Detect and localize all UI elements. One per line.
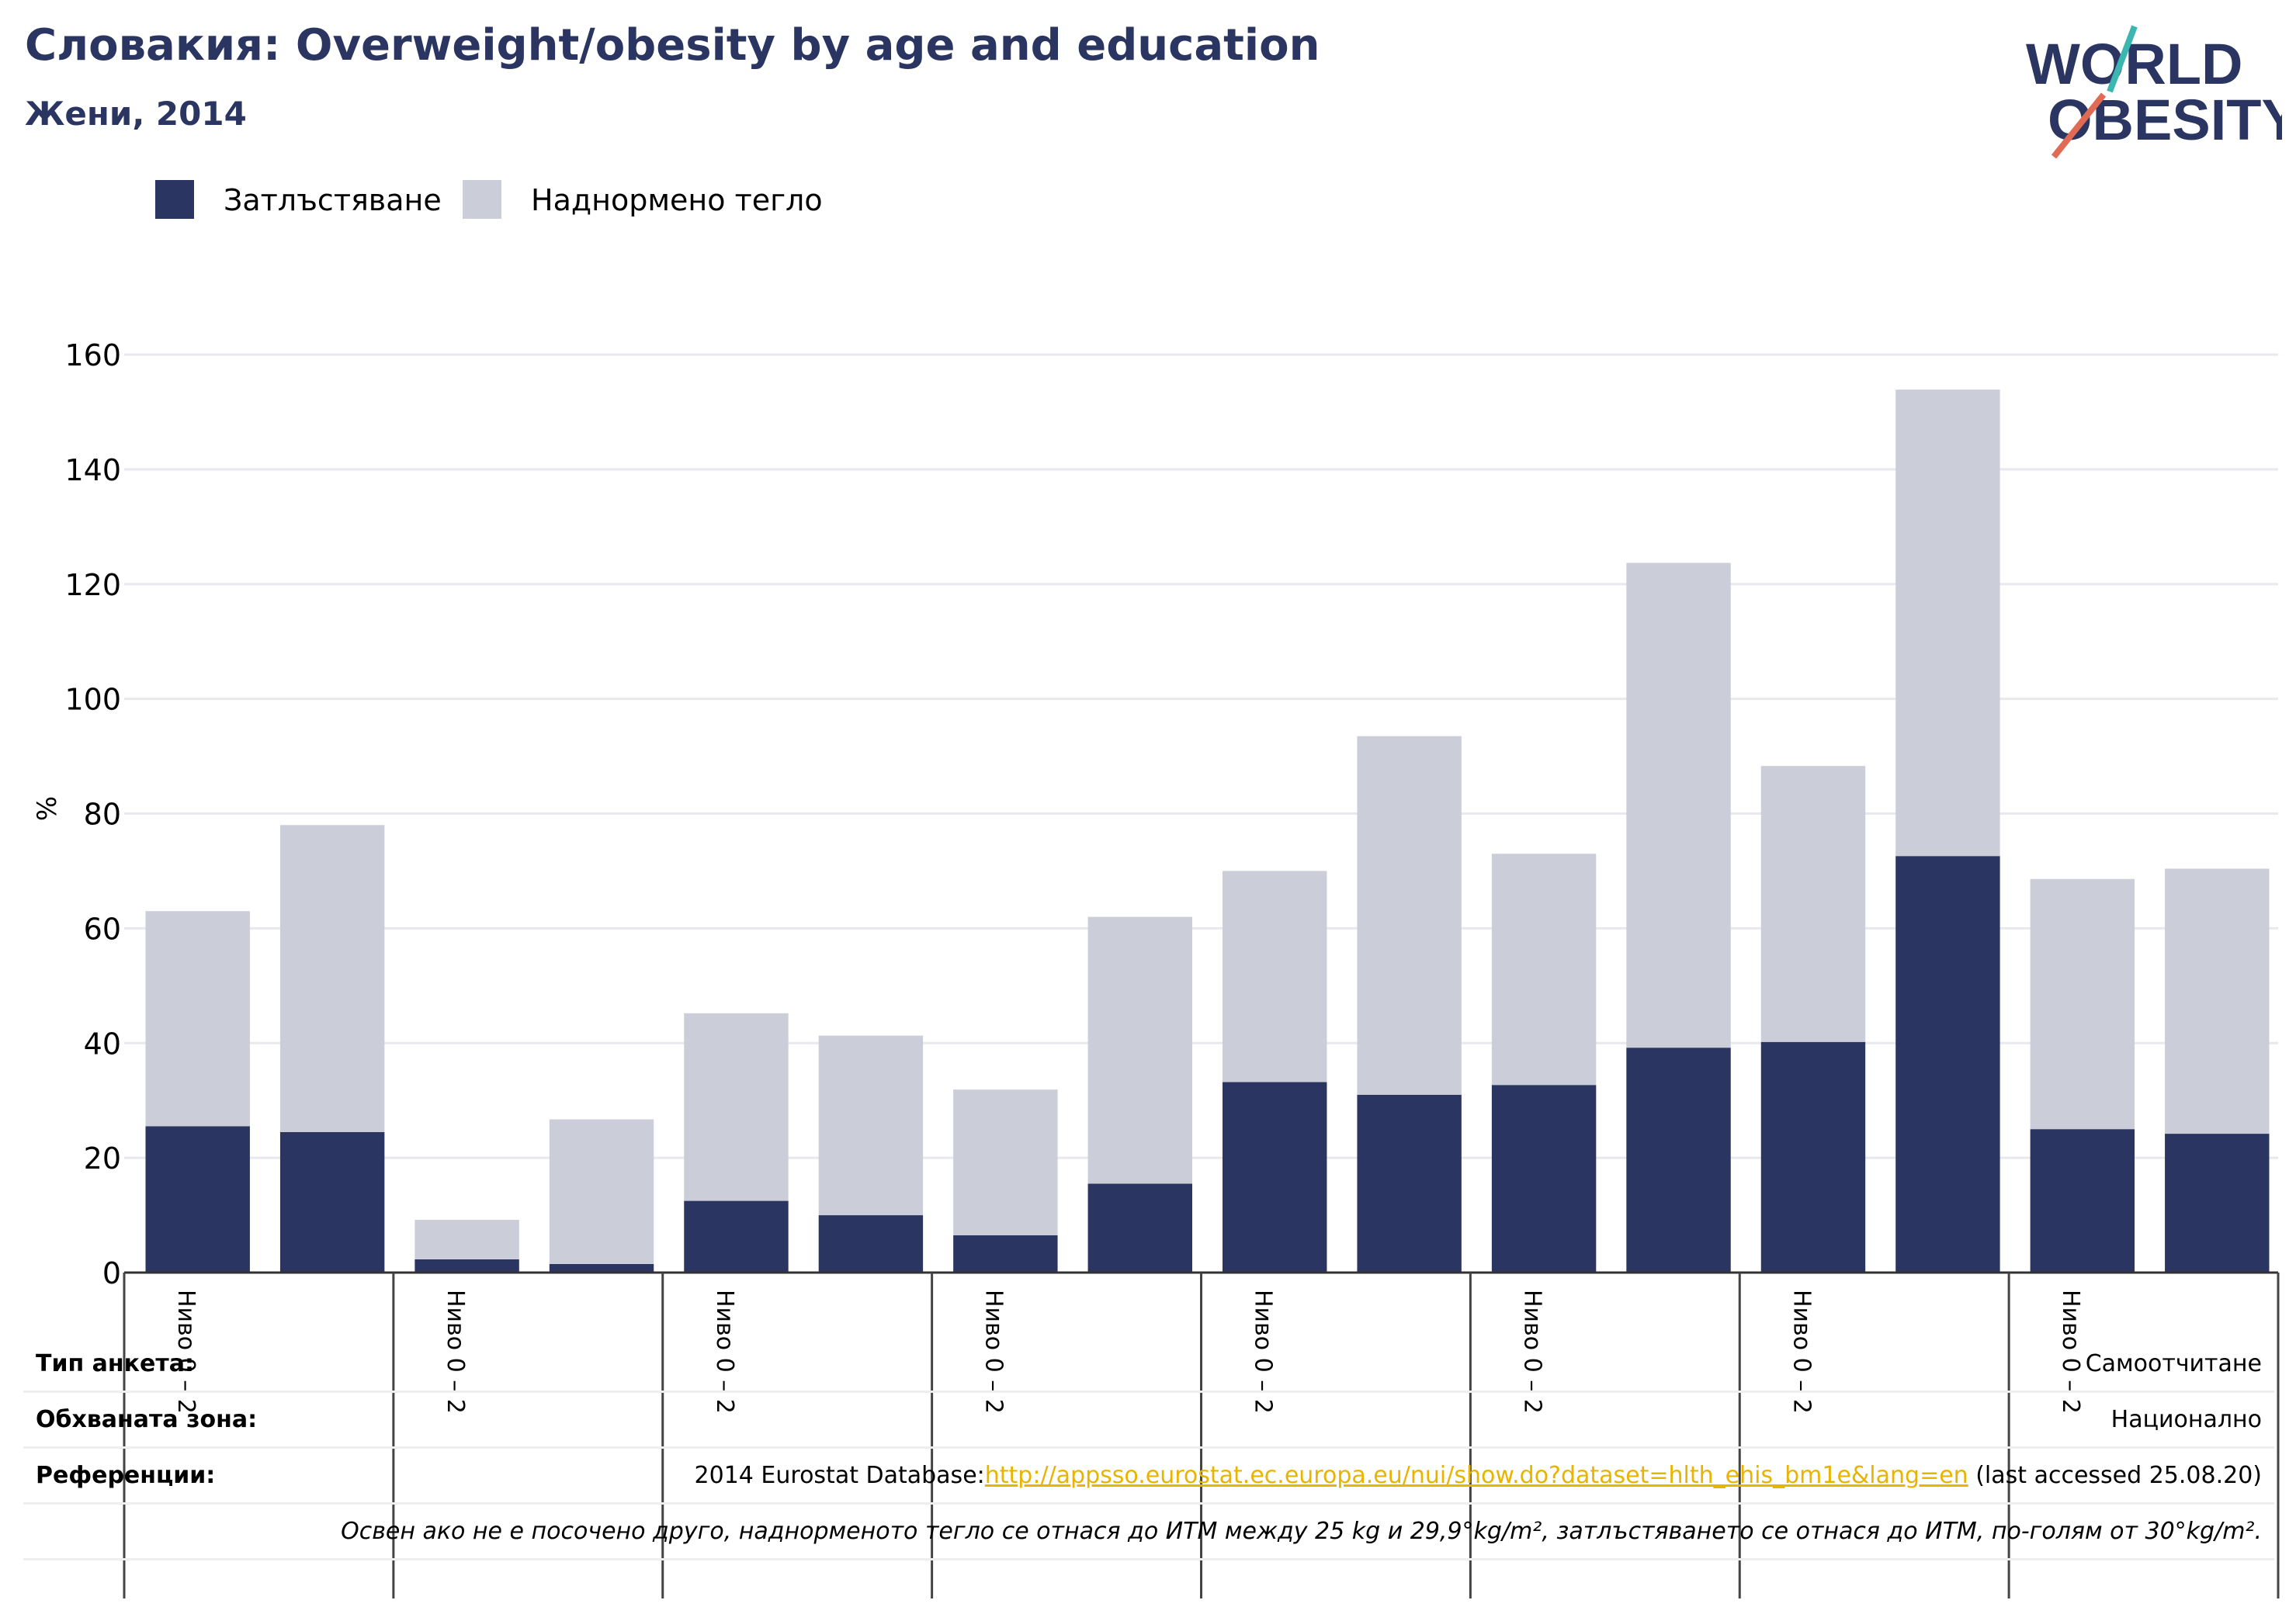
info-row-survey-type: Тип анкета: Самоотчитане: [23, 1335, 2274, 1393]
info-row-empty: [23, 1558, 2274, 1614]
bar-obesity-5: [684, 1200, 789, 1273]
bar-obesity-8: [1087, 1183, 1192, 1273]
y-tick-label-40: 40: [84, 1027, 121, 1061]
info-row-references: Референции: 2014 Eurostat Database:http:…: [23, 1446, 2274, 1505]
legend-label-obesity: Затлъстяване: [224, 183, 442, 217]
y-tick-label-140: 140: [64, 453, 121, 487]
group-label-5: Ниво 0 – 2: [1250, 1290, 1277, 1414]
bar-overweight-12: [1626, 563, 1731, 1048]
bar-overweight-3: [414, 1219, 519, 1259]
area-value: Национално: [2110, 1406, 2262, 1433]
bar-overweight-9: [1223, 871, 1327, 1082]
group-label-8: Ниво 0 – 2: [2057, 1290, 2084, 1414]
logo-graphic: WORLD OBESITY: [2026, 25, 2296, 159]
group-label-3: Ниво 0 – 2: [711, 1290, 738, 1414]
bar-obesity-3: [414, 1259, 519, 1273]
area-label: Обхваната зона:: [36, 1406, 258, 1433]
bar-obesity-15: [2030, 1129, 2135, 1273]
bar-obesity-10: [1357, 1094, 1462, 1273]
y-tick-label-120: 120: [64, 568, 121, 602]
bar-overweight-13: [1760, 766, 1866, 1042]
y-tick-label-160: 160: [64, 338, 121, 372]
group-label-4: Ниво 0 – 2: [980, 1290, 1008, 1414]
bar-overweight-2: [279, 825, 385, 1132]
legend-swatch-obesity: [155, 180, 194, 219]
bar-overweight-14: [1895, 390, 2000, 857]
group-label-2: Ниво 0 – 2: [442, 1290, 469, 1414]
logo-line-2: OBESITY: [2048, 88, 2282, 152]
references-value: 2014 Eurostat Database:http://appsso.eur…: [695, 1462, 2262, 1489]
world-obesity-logo: WORLD OBESITY: [2026, 23, 2296, 166]
bar-overweight-6: [818, 1035, 924, 1216]
legend-label-overweight: Наднормено тегло: [531, 183, 823, 217]
legend-swatch-overweight: [463, 180, 501, 219]
bar-obesity-9: [1223, 1082, 1327, 1273]
bar-overweight-15: [2030, 878, 2135, 1130]
survey-type-label: Тип анкета:: [36, 1350, 194, 1377]
bar-obesity-13: [1760, 1041, 1866, 1273]
bar-obesity-11: [1491, 1085, 1597, 1273]
logo-coral-stroke: [2051, 92, 2107, 159]
references-label: Референции:: [36, 1462, 216, 1489]
logo-teal-stroke: [2107, 25, 2138, 93]
bar-overweight-4: [549, 1119, 654, 1264]
bar-overweight-10: [1357, 736, 1462, 1095]
bar-overweight-1: [145, 911, 250, 1127]
bar-overweight-11: [1491, 854, 1597, 1086]
references-link[interactable]: http://appsso.eurostat.ec.europa.eu/nui/…: [984, 1462, 1968, 1489]
group-label-1: Ниво 0 – 2: [172, 1290, 199, 1414]
references-suffix: (last accessed 25.08.20): [1968, 1462, 2262, 1489]
bar-overweight-5: [684, 1013, 789, 1201]
bar-overweight-16: [2165, 868, 2270, 1134]
chart-title: Словакия: Overweight/obesity by age and …: [25, 20, 1320, 71]
y-tick-label-20: 20: [84, 1141, 121, 1176]
survey-type-value: Самоотчитане: [2085, 1350, 2262, 1377]
bar-obesity-12: [1626, 1048, 1731, 1273]
bar-obesity-14: [1895, 856, 2000, 1273]
y-axis-label: %: [32, 796, 63, 821]
y-tick-label-100: 100: [64, 683, 121, 717]
logo-line-1: WORLD: [2026, 32, 2243, 96]
group-label-6: Ниво 0 – 2: [1518, 1290, 1545, 1414]
references-prefix: 2014 Eurostat Database:: [694, 1462, 985, 1489]
bar-obesity-1: [145, 1126, 250, 1273]
y-tick-label-80: 80: [84, 798, 121, 832]
bar-obesity-16: [2165, 1134, 2270, 1273]
bar-obesity-2: [279, 1131, 385, 1273]
definition-note: Освен ако не е посочено друго, наднормен…: [341, 1518, 2262, 1545]
bar-obesity-7: [953, 1235, 1058, 1273]
chart-subtitle: Жени, 2014: [25, 95, 247, 133]
group-label-7: Ниво 0 – 2: [1788, 1290, 1815, 1414]
info-row-area: Обхваната зона: Национално: [23, 1391, 2274, 1449]
bar-overweight-8: [1087, 916, 1192, 1184]
y-tick-label-0: 0: [102, 1256, 121, 1290]
bar-obesity-4: [549, 1263, 654, 1273]
info-row-note: Освен ако не е посочено друго, наднормен…: [23, 1502, 2274, 1560]
bar-obesity-6: [818, 1215, 924, 1273]
y-tick-label-60: 60: [84, 912, 121, 946]
bar-overweight-7: [953, 1089, 1058, 1235]
